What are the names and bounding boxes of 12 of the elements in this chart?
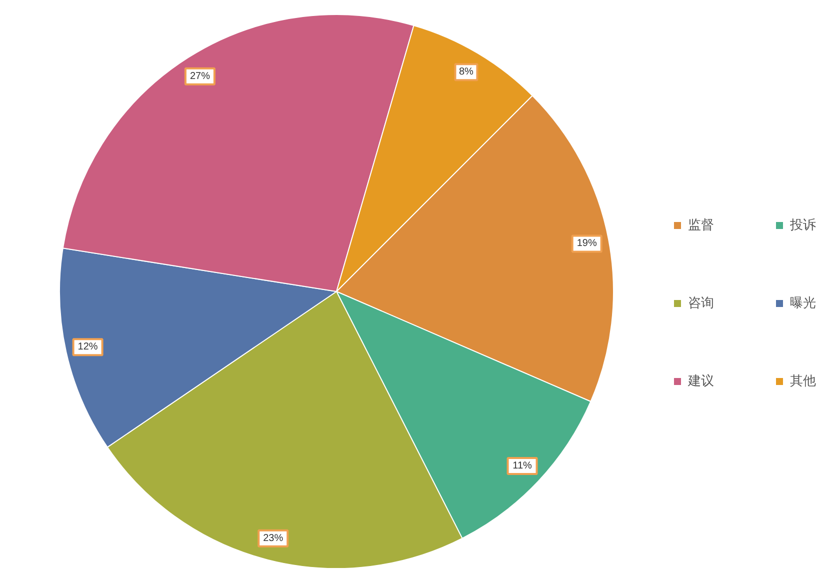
data-label: 23% xyxy=(263,532,284,544)
legend-label: 其他 xyxy=(790,372,816,390)
legend-label: 咨询 xyxy=(688,294,714,312)
data-label: 19% xyxy=(576,238,597,250)
data-label: 12% xyxy=(78,342,98,353)
data-label: 11% xyxy=(512,460,532,472)
legend-label: 曝光 xyxy=(790,294,816,312)
legend-label: 建议 xyxy=(688,372,714,390)
data-label: 27% xyxy=(190,70,210,82)
data-label: 8% xyxy=(459,66,474,78)
legend-label: 投诉 xyxy=(790,216,816,234)
legend-label: 监督 xyxy=(688,216,714,234)
